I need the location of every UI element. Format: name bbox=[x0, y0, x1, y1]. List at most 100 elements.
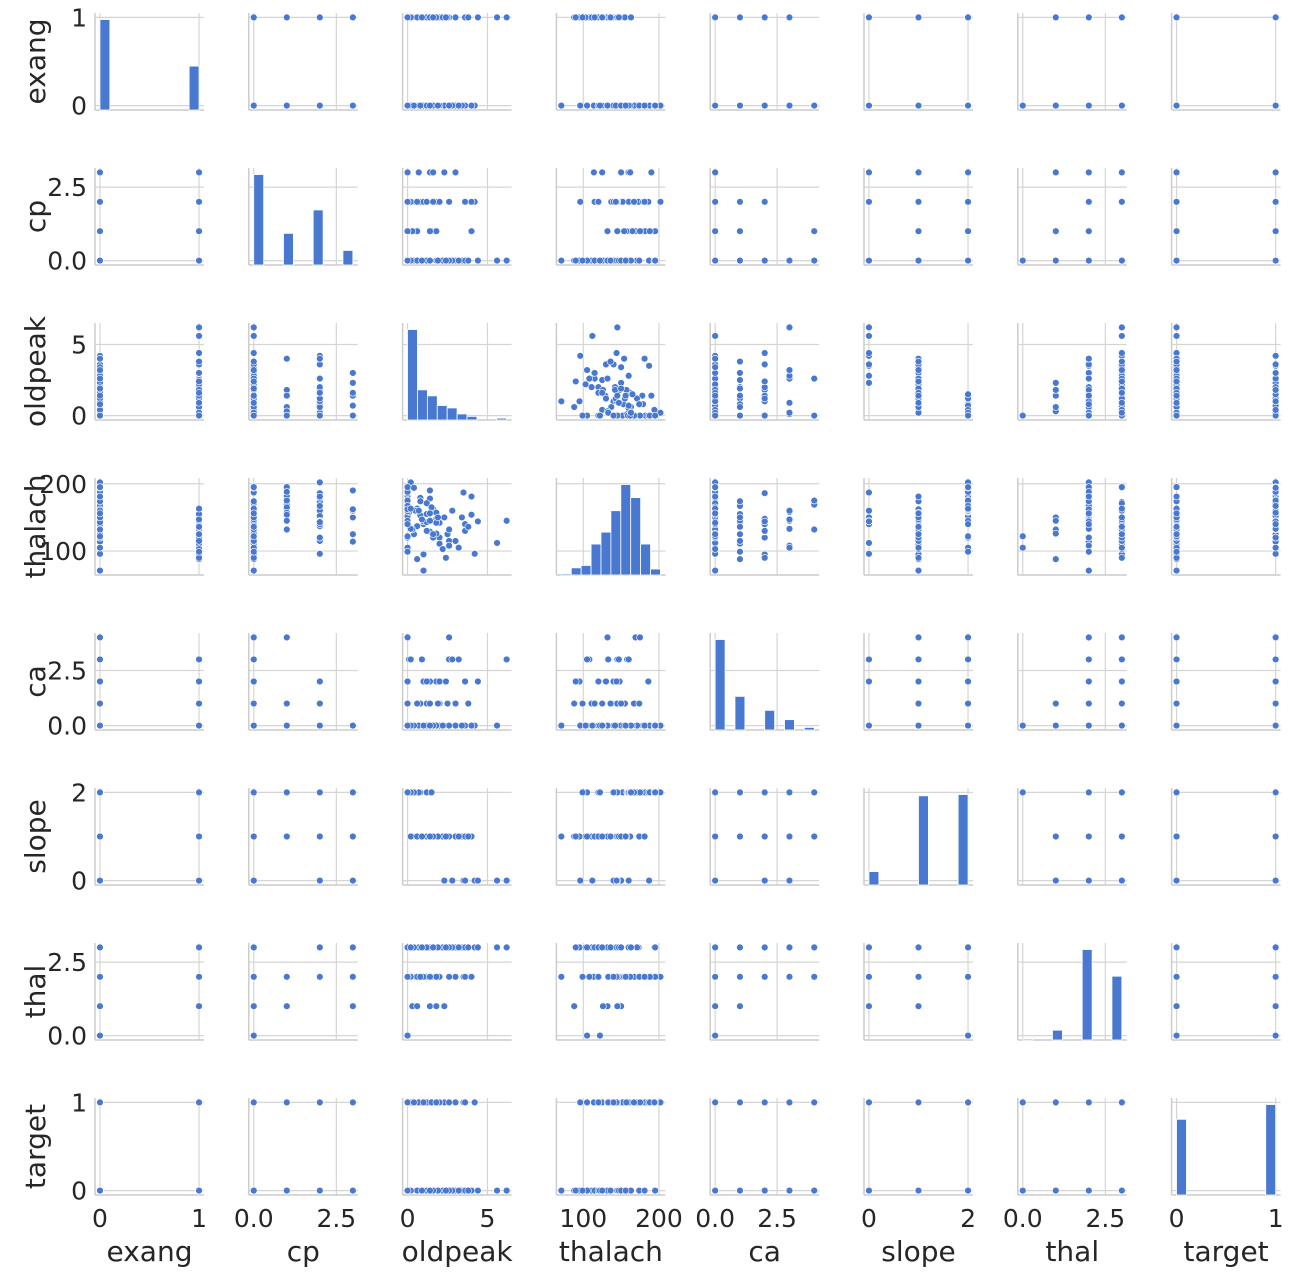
scatter-point bbox=[250, 678, 257, 685]
scatter-point bbox=[316, 14, 323, 21]
scatter-point bbox=[1118, 324, 1125, 331]
scatter-point bbox=[625, 656, 632, 663]
scatter-point bbox=[462, 973, 469, 980]
scatter-point bbox=[452, 538, 459, 545]
scatter-point bbox=[965, 102, 972, 109]
scatter-point bbox=[572, 257, 579, 264]
scatter-point bbox=[250, 392, 257, 399]
scatter-point bbox=[915, 510, 922, 517]
scatter-point bbox=[761, 257, 768, 264]
scatter-point bbox=[737, 538, 744, 545]
scatter-point bbox=[462, 877, 469, 884]
scatter-point bbox=[196, 389, 203, 396]
scatter-point bbox=[1118, 350, 1125, 357]
scatter-point bbox=[811, 228, 818, 235]
scatter-point bbox=[761, 102, 768, 109]
scatter-point bbox=[97, 1187, 104, 1194]
scatter-point bbox=[1272, 484, 1279, 491]
scatter-point bbox=[250, 484, 257, 491]
scatter-point bbox=[443, 833, 450, 840]
scatter-point bbox=[1173, 548, 1180, 555]
scatter-point bbox=[97, 493, 104, 500]
scatter-point bbox=[631, 1099, 638, 1106]
scatter-point bbox=[1173, 333, 1180, 340]
panel-ca-vs-exang: 0.02.5ca bbox=[19, 633, 204, 741]
scatter-point bbox=[439, 722, 446, 729]
panel-thalach-vs-target bbox=[1172, 478, 1281, 575]
scatter-point bbox=[761, 490, 768, 497]
scatter-point bbox=[965, 548, 972, 555]
scatter-point bbox=[866, 333, 873, 340]
scatter-point bbox=[1173, 412, 1180, 419]
scatter-point bbox=[558, 722, 565, 729]
scatter-point bbox=[419, 516, 426, 523]
scatter-point bbox=[97, 169, 104, 176]
scatter-point bbox=[196, 523, 203, 530]
scatter-point bbox=[1118, 14, 1125, 21]
scatter-point bbox=[404, 1032, 411, 1039]
scatter-point bbox=[196, 877, 203, 884]
scatter-point bbox=[1085, 833, 1092, 840]
scatter-point bbox=[433, 228, 440, 235]
scatter-point bbox=[1173, 14, 1180, 21]
scatter-point bbox=[915, 102, 922, 109]
scatter-point bbox=[1085, 789, 1092, 796]
scatter-point bbox=[1272, 656, 1279, 663]
scatter-point bbox=[250, 324, 257, 331]
scatter-point bbox=[866, 550, 873, 557]
scatter-point bbox=[196, 399, 203, 406]
scatter-point bbox=[786, 399, 793, 406]
scatter-point bbox=[250, 877, 257, 884]
scatter-point bbox=[915, 678, 922, 685]
scatter-point bbox=[419, 656, 426, 663]
scatter-point bbox=[646, 877, 653, 884]
histogram-bar bbox=[1052, 1030, 1062, 1040]
scatter-point bbox=[761, 1187, 768, 1194]
scatter-point bbox=[404, 789, 411, 796]
scatter-point bbox=[97, 678, 104, 685]
scatter-point bbox=[599, 722, 606, 729]
scatter-point bbox=[404, 548, 411, 555]
scatter-point bbox=[1272, 544, 1279, 551]
scatter-point bbox=[471, 1099, 478, 1106]
scatter-point bbox=[811, 789, 818, 796]
scatter-point bbox=[597, 257, 604, 264]
scatter-point bbox=[811, 526, 818, 533]
scatter-point bbox=[637, 634, 644, 641]
scatter-point bbox=[1085, 548, 1092, 555]
scatter-point bbox=[597, 102, 604, 109]
scatter-point bbox=[427, 510, 434, 517]
scatter-point bbox=[595, 198, 602, 205]
scatter-point bbox=[430, 169, 437, 176]
scatter-point bbox=[648, 392, 655, 399]
scatter-point bbox=[1085, 228, 1092, 235]
scatter-point bbox=[283, 355, 290, 362]
scatter-point bbox=[712, 944, 719, 951]
scatter-point bbox=[97, 789, 104, 796]
panel-exang-vs-thal bbox=[1018, 13, 1127, 110]
scatter-point bbox=[641, 833, 648, 840]
y-tick-label: 2.5 bbox=[47, 948, 87, 977]
scatter-point bbox=[652, 102, 659, 109]
scatter-point bbox=[786, 525, 793, 532]
scatter-point bbox=[1118, 399, 1125, 406]
scatter-point bbox=[1173, 493, 1180, 500]
scatter-point bbox=[584, 944, 591, 951]
scatter-point bbox=[1052, 387, 1059, 394]
scatter-point bbox=[584, 656, 591, 663]
scatter-point bbox=[572, 833, 579, 840]
histogram-bar bbox=[869, 872, 879, 885]
scatter-point bbox=[621, 355, 628, 362]
scatter-point bbox=[468, 973, 475, 980]
scatter-point bbox=[503, 877, 510, 884]
scatter-point bbox=[590, 169, 597, 176]
scatter-point bbox=[577, 1099, 584, 1106]
panel-exang-vs-slope bbox=[864, 13, 973, 110]
scatter-point bbox=[97, 533, 104, 540]
panel-thalach-vs-oldpeak bbox=[403, 478, 512, 575]
scatter-point bbox=[866, 257, 873, 264]
